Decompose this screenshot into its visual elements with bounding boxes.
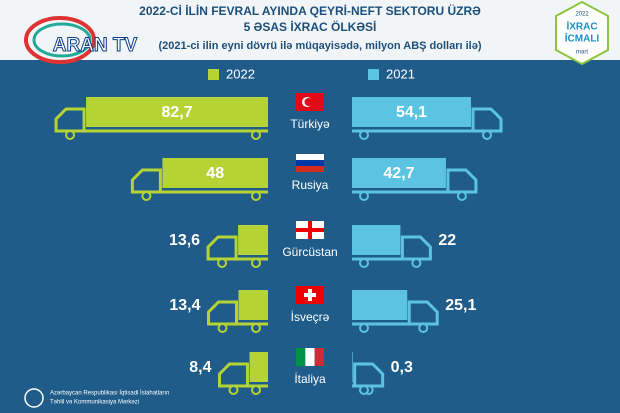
- legend-label: 2021: [386, 66, 415, 81]
- value-label: 25,1: [445, 297, 476, 314]
- cargo: [352, 225, 401, 255]
- logo-ring: [32, 22, 92, 58]
- value-label: 13,4: [169, 297, 200, 314]
- wheel: [141, 191, 152, 201]
- value-label: 54,1: [396, 104, 427, 121]
- wheel: [251, 130, 261, 140]
- value-label: 42,7: [383, 165, 414, 182]
- flag: [304, 293, 316, 297]
- wheel: [456, 191, 467, 201]
- truck-cab: [218, 362, 250, 388]
- category-label: İtaliya: [294, 372, 326, 386]
- flag: [304, 98, 313, 106]
- wheel: [359, 385, 369, 395]
- wheel: [418, 323, 429, 333]
- category-label: Türkiyə: [290, 117, 330, 131]
- wheel: [228, 385, 239, 395]
- truck-cab: [54, 107, 86, 133]
- truck-cab: [471, 107, 503, 133]
- badge: [555, 0, 609, 66]
- subtitle: (2021-ci ilin eyni dövrü ilə müqayisədə,…: [159, 40, 482, 52]
- flag: [296, 166, 324, 172]
- cargo: [238, 225, 268, 255]
- wheel: [217, 323, 228, 333]
- truck-cab: [446, 168, 478, 194]
- footer-text: Təhlil və Kommunikasiya Mərkəzi: [50, 400, 139, 406]
- wheel: [359, 191, 369, 201]
- flag: [296, 160, 324, 166]
- value-label: 22: [438, 232, 456, 249]
- cargo: [86, 97, 268, 127]
- flag: [314, 348, 324, 366]
- badge-line: İXRAC: [566, 20, 597, 33]
- category-label: İsveçrə: [291, 310, 330, 324]
- cargo: [249, 352, 268, 382]
- legend-swatch: [208, 69, 219, 80]
- legend-label: 2022: [226, 66, 255, 81]
- wheel: [251, 258, 261, 268]
- wheel: [359, 130, 369, 140]
- wheel: [251, 323, 261, 333]
- logo-ring: [24, 16, 96, 64]
- watermark: ARAN TV: [53, 35, 138, 56]
- wheel: [65, 130, 76, 140]
- flag: [296, 348, 306, 366]
- wheel: [482, 130, 493, 140]
- value-label: 0,3: [391, 359, 413, 376]
- truck-cab: [206, 235, 238, 261]
- badge-year: 2022: [575, 12, 589, 18]
- wheel: [359, 323, 369, 333]
- wheel: [251, 191, 261, 201]
- title-line: 2022-Cİ İLİN FEVRAL AYINDA QEYRİ-NEFT SE…: [139, 3, 481, 18]
- cargo: [162, 158, 268, 188]
- flag: [296, 154, 324, 160]
- category-label: Rusiya: [292, 178, 329, 192]
- value-label: 8,4: [189, 359, 211, 376]
- title-line: 5 ƏSAS İXRAC ÖLKƏSİ: [244, 19, 377, 34]
- cargo: [352, 352, 353, 382]
- truck-cab: [407, 300, 439, 326]
- cargo: [352, 290, 408, 320]
- category-label: Gürcüstan: [282, 245, 337, 259]
- footer-logo: [24, 388, 44, 408]
- cargo: [352, 97, 472, 127]
- flag: [305, 348, 315, 366]
- truck-cab: [130, 168, 162, 194]
- value-label: 48: [206, 165, 224, 182]
- footer-text: Azərbaycan Respublikası İqtisadi İslahat…: [50, 390, 169, 397]
- cargo: [238, 290, 268, 320]
- wheel: [359, 258, 369, 268]
- cargo: [352, 158, 446, 188]
- truck-cab: [207, 300, 239, 326]
- value-label: 13,6: [169, 232, 200, 249]
- wheel: [217, 258, 228, 268]
- header-band: [0, 0, 620, 60]
- badge-line: İCMALI: [565, 32, 600, 45]
- legend-swatch: [368, 69, 379, 80]
- wheel: [411, 258, 422, 268]
- flag: [296, 228, 324, 232]
- badge-month: mart: [576, 50, 588, 56]
- truck-cab: [400, 235, 432, 261]
- wheel: [251, 385, 261, 395]
- value-label: 82,7: [161, 104, 192, 121]
- truck-cab: [353, 362, 385, 388]
